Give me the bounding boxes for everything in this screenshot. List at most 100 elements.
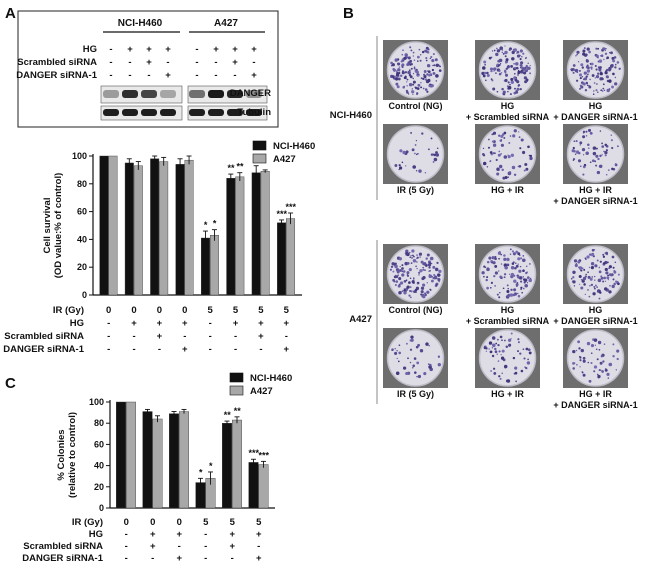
colony-dot	[402, 366, 407, 370]
colony-dot	[505, 345, 508, 348]
colony-dot	[611, 167, 614, 171]
colony-dot	[577, 260, 581, 264]
colony-dot	[417, 83, 421, 87]
condition-value: +	[150, 529, 156, 540]
colony-dot	[612, 59, 616, 63]
y-tick-label: 40	[77, 234, 87, 244]
tubulin-band	[103, 109, 119, 116]
colony-dot	[495, 158, 498, 162]
colony-dot	[519, 265, 522, 268]
colony-dot	[496, 90, 499, 93]
colony-dot	[420, 86, 423, 89]
colony-dot	[504, 50, 508, 55]
colony-dot	[436, 147, 439, 149]
colony-dot	[430, 279, 434, 283]
condition-value: -	[209, 331, 212, 342]
colony-dot	[437, 277, 439, 280]
colony-dot	[603, 276, 606, 280]
colony-dot	[516, 54, 521, 58]
plate-caption: + DANGER siRNA-1	[553, 400, 637, 410]
colony-dot	[599, 260, 602, 263]
colony-plate	[563, 328, 628, 388]
colony-dot	[398, 290, 402, 295]
colony-dot	[512, 252, 516, 256]
colony-dot	[426, 90, 429, 93]
colony-dot	[576, 79, 579, 82]
colony-dot	[496, 172, 500, 176]
condition-value: 5	[203, 517, 209, 528]
colony-dot	[506, 289, 510, 294]
colony-dot	[395, 77, 399, 81]
colony-dot	[429, 289, 432, 291]
colony-dot	[409, 252, 411, 254]
colony-dot	[510, 338, 512, 340]
colony-dot	[434, 267, 439, 272]
condition-value: +	[176, 553, 182, 564]
colony-dot	[509, 248, 512, 251]
colony-dot	[506, 65, 510, 69]
colony-dot	[396, 85, 400, 89]
condition-value: -	[107, 331, 110, 342]
legend-label: A427	[250, 386, 273, 397]
colony-dot	[529, 154, 533, 158]
colony-dot	[484, 63, 486, 66]
colony-dot	[400, 60, 402, 63]
colony-dot	[582, 373, 586, 377]
colony-dot	[421, 132, 424, 135]
colony-dot	[390, 61, 393, 65]
colony-dot	[608, 79, 612, 83]
colony-dot	[392, 68, 396, 71]
colony-dot	[405, 342, 408, 345]
colony-dot	[513, 63, 515, 65]
colony-dot	[603, 89, 606, 91]
condition-value: -	[132, 344, 135, 355]
colony-plate	[383, 40, 448, 100]
colony-dot	[431, 59, 435, 63]
colony-dot	[597, 340, 602, 345]
colony-dot	[489, 151, 493, 154]
colony-dot	[503, 257, 507, 261]
bar	[235, 176, 245, 296]
colony-dot	[496, 353, 498, 355]
colony-dot	[424, 292, 427, 295]
colony-dot	[398, 257, 402, 261]
condition-value: +	[157, 331, 163, 342]
colony-dot	[481, 152, 485, 156]
colony-dot	[516, 87, 520, 91]
colony-dot	[579, 366, 581, 368]
colony-dot	[423, 372, 427, 376]
condition-value: 0	[177, 517, 182, 528]
colony-dot	[396, 268, 399, 271]
colony-dot	[507, 90, 509, 93]
colony-dot	[584, 89, 588, 92]
colony-dot	[584, 293, 586, 296]
colony-dot	[499, 291, 501, 294]
colony-dot	[494, 264, 498, 268]
colony-dot	[611, 56, 615, 60]
colony-dot	[604, 49, 606, 51]
colony-dot	[417, 374, 422, 379]
bar	[108, 155, 118, 296]
colony-dot	[430, 84, 434, 88]
colony-dot	[504, 266, 508, 270]
colony-dot	[399, 166, 403, 170]
colony-dot	[405, 371, 409, 376]
condition-label: IR (Gy)	[53, 305, 84, 316]
colony-dot	[424, 171, 427, 174]
colony-dot	[517, 257, 521, 261]
colony-dot	[431, 68, 435, 72]
colony-dot	[527, 62, 529, 65]
colony-dot	[597, 374, 601, 379]
colony-dot	[500, 134, 504, 138]
colony-dot	[412, 80, 416, 84]
colony-dot	[590, 62, 594, 66]
colony-dot	[500, 153, 502, 155]
blot-sign: -	[166, 57, 169, 68]
y-tick-label: 40	[94, 461, 104, 471]
colony-dot	[595, 147, 598, 150]
colony-dot	[504, 45, 506, 47]
colony-dot	[415, 170, 418, 172]
plate-caption: HG + IR	[579, 389, 612, 399]
colony-dot	[576, 53, 578, 56]
colony-dot	[492, 343, 496, 348]
